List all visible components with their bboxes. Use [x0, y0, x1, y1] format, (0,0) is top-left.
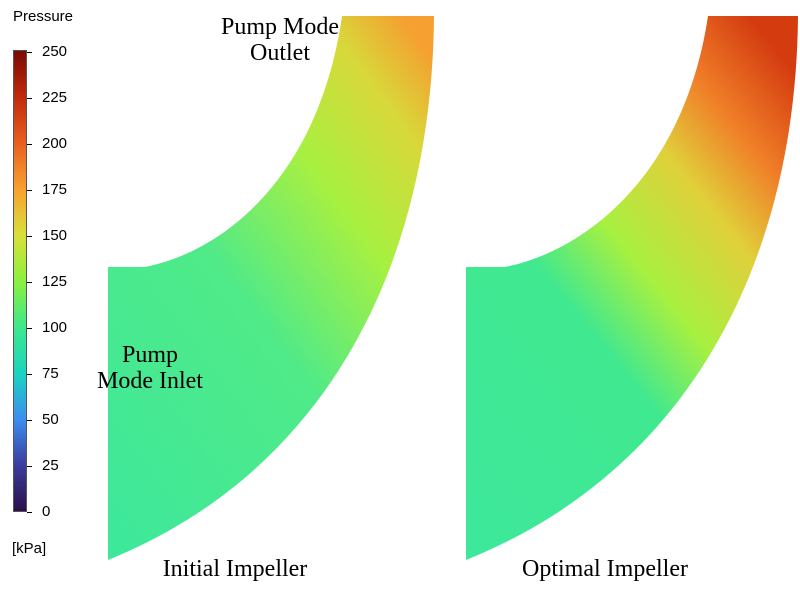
inlet-line2: Mode Inlet: [97, 368, 203, 394]
colorbar-tick-label: 125: [42, 273, 68, 290]
colorbar-tick-label: 150: [42, 227, 68, 244]
initial-impeller-contour: [108, 16, 434, 560]
colorbar-tick-mark: [27, 466, 32, 467]
outlet-line1: Pump Mode: [220, 14, 339, 40]
colorbar-tick-label: 100: [42, 319, 68, 336]
colorbar-tick-label: 0: [42, 503, 51, 520]
colorbar-unit: [kPa]: [12, 540, 47, 557]
colorbar: [13, 50, 27, 512]
colorbar-tick-mark: [27, 236, 32, 237]
colorbar-tick-label: 225: [42, 89, 68, 106]
optimal-impeller-contour: [466, 16, 798, 560]
colorbar-title: Pressure: [13, 8, 74, 25]
colorbar-tick-mark: [27, 282, 32, 283]
inlet-line1: Pump: [121, 342, 178, 368]
inlet-annotation: Pump Mode Inlet: [95, 342, 205, 394]
colorbar-tick-mark: [27, 420, 32, 421]
colorbar-tick-label: 75: [42, 365, 59, 382]
initial-impeller-label: Initial Impeller: [162, 556, 308, 582]
colorbar-tick-label: 200: [42, 135, 68, 152]
colorbar-tick-mark: [27, 144, 32, 145]
outlet-line2: Outlet: [250, 40, 310, 66]
colorbar-tick-label: 25: [42, 457, 59, 474]
colorbar-tick-mark: [27, 52, 32, 53]
outlet-annotation: Pump Mode Outlet: [205, 14, 355, 66]
colorbar-tick-mark: [27, 98, 32, 99]
colorbar-tick-mark: [27, 190, 32, 191]
colorbar-tick-label: 50: [42, 411, 59, 428]
colorbar-tick-mark: [27, 328, 32, 329]
colorbar-tick-mark: [27, 512, 32, 513]
colorbar-tick-label: 175: [42, 181, 68, 198]
optimal-impeller-label: Optimal Impeller: [522, 556, 688, 582]
colorbar-tick-mark: [27, 374, 32, 375]
colorbar-tick-label: 250: [42, 43, 68, 60]
